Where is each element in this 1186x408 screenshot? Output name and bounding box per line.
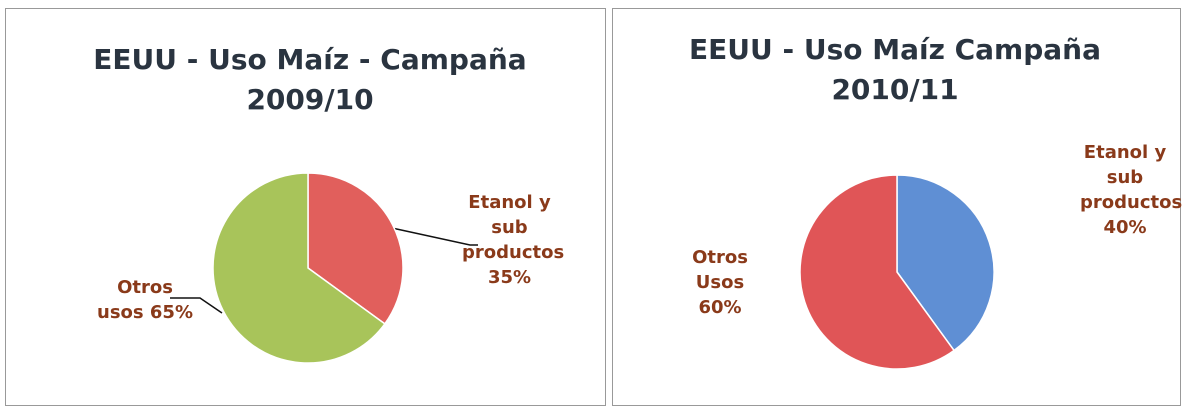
value-label: 65% (149, 302, 193, 323)
leader-line (170, 297, 223, 314)
value-label: 60% (698, 297, 742, 318)
slice-label: Otros Usos 60% (680, 245, 760, 320)
slice-label: Etanol y sub productos 35% (462, 190, 564, 290)
pie-slice (307, 172, 404, 325)
pie-slice (896, 174, 995, 352)
value-label: 35% (487, 267, 532, 288)
leader-line (391, 227, 478, 246)
category-label: Otros Usos (692, 247, 748, 293)
chart-title: EEUU - Uso Maíz Campaña 2010/11 (688, 33, 1101, 106)
slice-label: Otros usos 65% (95, 275, 195, 325)
chart-title: EEUU - Uso Maíz - Campaña 2009/10 (93, 43, 527, 116)
category-label: Etanol y sub productos (1080, 142, 1183, 213)
chart-panel (5, 8, 606, 406)
value-label: 40% (1103, 217, 1147, 238)
category-label: Etanol y sub productos (462, 192, 565, 263)
category-label: Otros usos (97, 277, 173, 323)
chart-panel (612, 8, 1181, 406)
pie-slice (212, 172, 386, 364)
slice-label: Etanol y sub productos 40% (1080, 140, 1182, 240)
pie-slice (799, 174, 956, 370)
